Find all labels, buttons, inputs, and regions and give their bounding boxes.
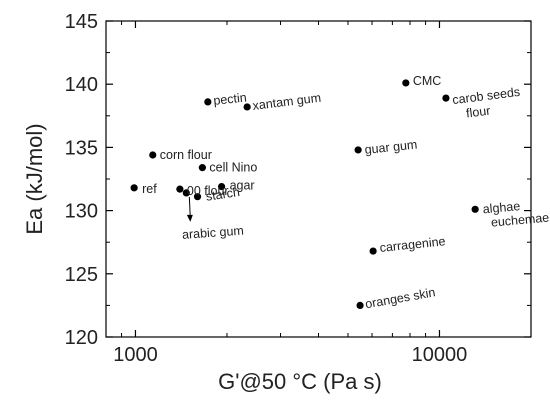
data-point-oranges-skin bbox=[356, 301, 364, 309]
x-axis-title: G'@50 °C (Pa s) bbox=[218, 369, 382, 394]
point-label-line: euchemae bbox=[490, 211, 549, 230]
point-label-carob-seeds-flour: carob seedsflour bbox=[452, 85, 523, 122]
y-tick-label: 120 bbox=[65, 327, 98, 349]
axis-ticks bbox=[106, 20, 531, 338]
plot-frame bbox=[105, 20, 532, 338]
point-label-line: alghae bbox=[482, 199, 521, 216]
point-label-starch: starch bbox=[205, 185, 241, 204]
point-label-guar-gum: guar gum bbox=[364, 137, 418, 156]
point-label-pectin: pectin bbox=[213, 90, 248, 107]
tick-labels: 120 125 130 135 140 145 1000 10000 bbox=[65, 11, 468, 366]
data-points bbox=[130, 79, 479, 309]
data-point-starch bbox=[193, 193, 202, 201]
point-label-cmc: CMC bbox=[413, 74, 441, 88]
data-point-xantam-gum bbox=[243, 103, 251, 111]
data-point-alghae-euchemae bbox=[471, 205, 479, 213]
x-tick-label: 10000 bbox=[412, 344, 468, 366]
point-label-ref: ref bbox=[142, 182, 157, 196]
data-point-carragenine bbox=[369, 247, 377, 255]
y-tick-label: 130 bbox=[65, 201, 98, 223]
y-axis-title: Ea (kJ/mol) bbox=[22, 123, 47, 234]
point-label-carragenine: carragenine bbox=[379, 234, 446, 255]
point-label-xantam-gum: xantam gum bbox=[252, 91, 322, 113]
data-point-agar bbox=[217, 182, 226, 191]
data-point-cell-nino bbox=[198, 164, 206, 172]
x-tick-label: 1000 bbox=[113, 344, 158, 366]
data-point-cmc bbox=[402, 79, 410, 87]
point-label-00-flour: 00 flour bbox=[187, 184, 229, 198]
y-tick-label: 125 bbox=[65, 264, 98, 286]
point-label-alghae-euchemae: alghaeeuchemae bbox=[482, 197, 550, 231]
y-tick-label: 135 bbox=[65, 137, 98, 159]
point-label-cell-nino: cell Nino bbox=[209, 161, 257, 175]
data-point-00-flour bbox=[176, 185, 184, 193]
data-point-arabic-gum bbox=[182, 189, 190, 197]
point-labels: ref corn flour 00 flour arabic gum starch cel… bbox=[142, 74, 550, 311]
arabic-gum-arrowhead bbox=[186, 214, 193, 222]
data-point-corn-flour bbox=[149, 151, 157, 159]
data-point-carob-seeds-flour bbox=[442, 94, 450, 102]
point-label-line: flour bbox=[465, 104, 491, 121]
point-label-agar: agar bbox=[230, 179, 255, 193]
point-label-arabic-gum: arabic gum bbox=[182, 224, 245, 242]
y-tick-label: 145 bbox=[65, 11, 98, 33]
data-point-pectin bbox=[204, 98, 212, 106]
data-point-guar-gum bbox=[354, 146, 362, 154]
point-label-corn-flour: corn flour bbox=[160, 148, 212, 162]
point-label-oranges-skin: oranges skin bbox=[364, 285, 436, 311]
data-point-ref bbox=[130, 184, 138, 192]
y-tick-label: 140 bbox=[65, 74, 98, 96]
